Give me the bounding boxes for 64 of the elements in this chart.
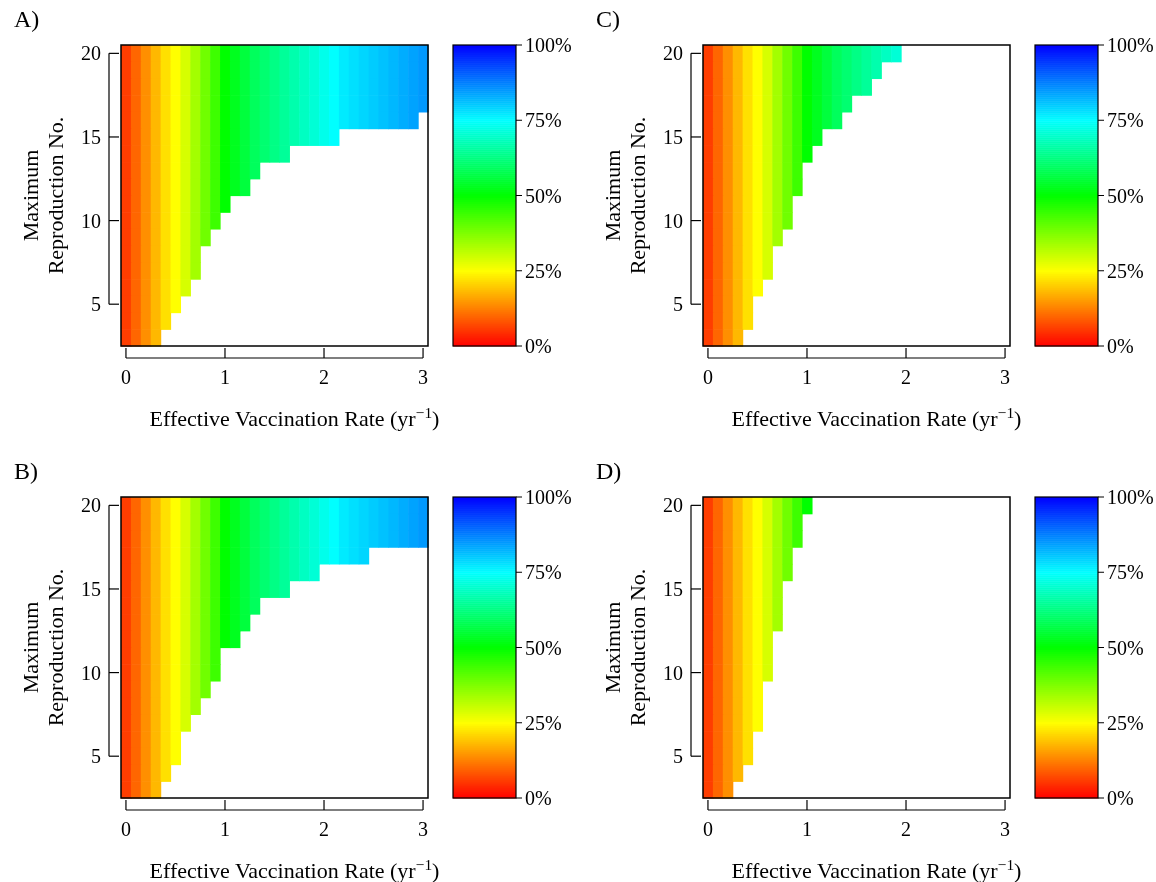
y-tick-label: 15	[663, 125, 683, 148]
x-tick-label: 2	[319, 366, 330, 388]
color-bar-label: 25%	[1107, 711, 1144, 734]
color-bar-label: 25%	[1107, 259, 1144, 282]
color-bar-label: 50%	[1107, 636, 1144, 659]
color-bar-label: 75%	[1107, 561, 1144, 584]
color-bar-label: 0%	[1107, 335, 1134, 357]
color-bar-label: 50%	[1107, 184, 1144, 207]
color-bar-label: 100%	[1107, 486, 1154, 508]
y-tick-label: 20	[663, 494, 683, 517]
x-tick-label: 3	[1000, 818, 1011, 840]
color-bar-label: 25%	[525, 711, 562, 734]
y-tick-label: 5	[91, 293, 101, 316]
color-bar-label: 0%	[525, 335, 552, 357]
color-bar-label: 100%	[525, 34, 572, 56]
color-bar-label: 50%	[525, 636, 562, 659]
x-axis-title: Effective Vaccination Rate (yr$^{−1}$)	[731, 855, 1022, 882]
color-bar-label: 100%	[1107, 34, 1154, 56]
y-tick-label: 20	[81, 494, 101, 517]
x-tick-label: 0	[702, 366, 713, 388]
color-bar-label: 25%	[525, 259, 562, 282]
y-tick-label: 10	[81, 209, 101, 232]
chart-title: A)	[14, 6, 40, 32]
y-tick-label: 10	[663, 661, 683, 684]
y-tick-label: 10	[663, 209, 683, 232]
color-bar-label: 75%	[1107, 109, 1144, 132]
y-tick-label: 20	[81, 42, 101, 65]
x-tick-label: 3	[1000, 366, 1011, 388]
x-tick-label: 0	[120, 366, 131, 388]
chart-title: B)	[14, 458, 38, 484]
y-tick-label: 15	[81, 577, 101, 600]
y-axis-title: Maximum Reproduction No.	[600, 116, 651, 275]
y-tick-label: 5	[91, 745, 101, 768]
color-bar-label: 100%	[525, 486, 572, 508]
x-tick-label: 0	[120, 818, 131, 840]
y-axis-title: Maximum Reproduction No.	[18, 568, 69, 727]
color-bar-label: 50%	[525, 184, 562, 207]
x-tick-label: 2	[319, 818, 330, 840]
x-tick-label: 3	[418, 818, 429, 840]
x-axis-title: Effective Vaccination Rate (yr$^{−1}$)	[149, 855, 440, 882]
x-axis-title: Effective Vaccination Rate (yr$^{−1}$)	[149, 403, 440, 431]
color-bar-label: 0%	[1107, 787, 1134, 809]
x-tick-label: 1	[801, 366, 812, 388]
x-tick-label: 2	[901, 366, 912, 388]
chart-title: C)	[596, 6, 620, 32]
y-tick-label: 5	[673, 293, 683, 316]
color-bar-label: 75%	[525, 109, 562, 132]
y-tick-label: 15	[81, 125, 101, 148]
x-axis-title: Effective Vaccination Rate (yr$^{−1}$)	[731, 403, 1022, 431]
x-tick-label: 2	[901, 818, 912, 840]
x-tick-label: 1	[801, 818, 812, 840]
y-axis-title: Maximum Reproduction No.	[600, 568, 651, 727]
y-tick-label: 5	[673, 745, 683, 768]
color-bar-label: 75%	[525, 561, 562, 584]
chart-title: D)	[596, 458, 622, 484]
color-bar-label: 0%	[525, 787, 552, 809]
x-tick-label: 1	[219, 366, 230, 388]
y-tick-label: 20	[663, 42, 683, 65]
x-tick-label: 1	[219, 818, 230, 840]
y-tick-label: 15	[663, 577, 683, 600]
y-tick-label: 10	[81, 661, 101, 684]
x-tick-label: 3	[418, 366, 429, 388]
y-axis-title: Maximum Reproduction No.	[18, 116, 69, 275]
x-tick-label: 0	[702, 818, 713, 840]
